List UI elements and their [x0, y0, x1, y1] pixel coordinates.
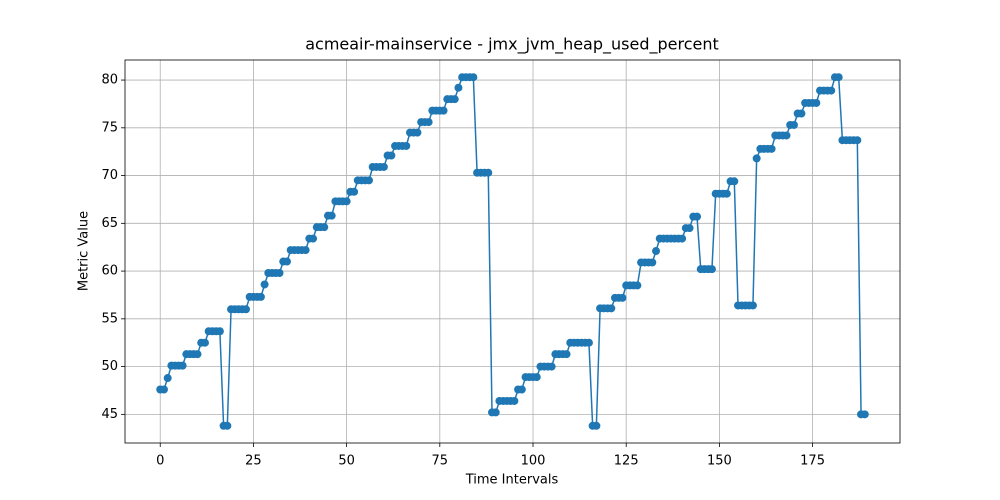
data-point: [350, 187, 359, 196]
data-point: [282, 257, 291, 266]
data-point: [797, 109, 806, 118]
data-point: [652, 247, 661, 256]
data-point: [163, 374, 172, 383]
chart-title: acmeair-mainservice - jmx_jvm_heap_used_…: [305, 35, 719, 55]
data-point: [424, 118, 433, 127]
data-point: [827, 86, 836, 95]
data-point: [309, 234, 318, 243]
y-tick-label: 70: [101, 168, 118, 183]
data-point: [193, 350, 202, 359]
data-point: [782, 131, 791, 140]
data-point: [342, 197, 351, 206]
x-tick-label: 25: [245, 454, 262, 469]
data-point: [584, 338, 593, 347]
data-point: [215, 327, 224, 336]
data-point: [607, 304, 616, 313]
data-point: [752, 154, 761, 163]
y-tick-label: 55: [101, 311, 118, 326]
x-tick-label: 175: [800, 454, 825, 469]
data-point: [678, 234, 687, 243]
data-point: [618, 293, 627, 302]
data-point: [812, 98, 821, 107]
y-tick-label: 50: [101, 359, 118, 374]
x-tick-label: 150: [707, 454, 732, 469]
data-point: [547, 362, 556, 371]
data-point: [767, 144, 776, 153]
plot-frame: [124, 59, 901, 444]
data-point: [517, 385, 526, 394]
data-point: [707, 265, 716, 274]
data-point: [633, 281, 642, 290]
x-tick-label: 75: [432, 454, 449, 469]
data-point: [387, 151, 396, 160]
data-point: [853, 136, 862, 145]
data-point: [450, 95, 459, 104]
y-tick-label: 60: [101, 264, 118, 279]
data-point: [223, 421, 232, 430]
data-point: [592, 421, 601, 430]
data-point: [693, 212, 702, 221]
data-point: [379, 162, 388, 171]
data-point: [562, 350, 571, 359]
y-tick-label: 45: [101, 407, 118, 422]
data-point: [748, 301, 757, 310]
plot: [156, 73, 869, 430]
data-point: [469, 73, 478, 82]
data-point: [730, 177, 739, 186]
data-point: [364, 176, 373, 185]
data-point: [327, 211, 336, 220]
data-point: [320, 223, 329, 232]
data-point: [241, 305, 250, 314]
data-point: [685, 224, 694, 233]
x-tick-label: 0: [156, 454, 164, 469]
data-point: [491, 408, 500, 417]
data-point: [532, 373, 541, 382]
x-tick-label: 125: [614, 454, 639, 469]
data-point: [439, 106, 448, 115]
data-point: [484, 168, 493, 177]
y-tick-label: 65: [101, 216, 118, 231]
data-point: [648, 258, 657, 267]
x-axis-label: Time Intervals: [465, 473, 559, 488]
data-point: [834, 73, 843, 82]
x-tick-label: 100: [521, 454, 546, 469]
data-point: [454, 83, 463, 92]
y-tick-label: 75: [101, 120, 118, 135]
data-point: [260, 280, 269, 289]
data-point: [159, 385, 168, 394]
data-point: [178, 361, 187, 370]
data-point: [722, 189, 731, 198]
data-point: [256, 292, 265, 301]
x-tick-label: 50: [338, 454, 355, 469]
grid: 45 50 55 60 65 70 75 80 0 25 50 75 100 125 150 175: [101, 60, 900, 469]
data-point: [860, 410, 869, 419]
data-point: [402, 141, 411, 150]
data-point: [275, 268, 284, 277]
data-point: [510, 396, 519, 405]
data-point: [789, 120, 798, 129]
data-point: [413, 128, 422, 137]
y-tick-label: 80: [101, 73, 118, 88]
data-point: [200, 338, 209, 347]
data-point: [301, 246, 310, 255]
y-axis-label: Metric Value: [77, 211, 92, 291]
